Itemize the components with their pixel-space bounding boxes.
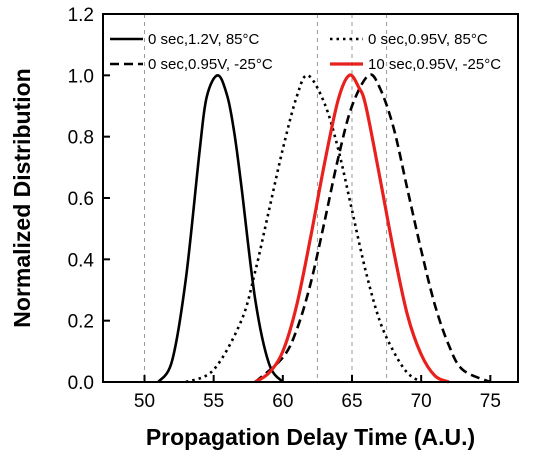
series-line-3 <box>254 73 450 384</box>
legend: 0 sec,1.2V, 85°C 0 sec,0.95V, 85°C 0 sec,0… <box>110 31 501 73</box>
plot-frame <box>102 13 519 383</box>
x-tick-label-3: 65 <box>341 391 362 412</box>
x-tick-label-4: 70 <box>411 391 432 412</box>
y-tick-label-6: 1.2 <box>68 5 94 26</box>
legend-label-2: 0 sec,0.95V, -25°C <box>148 56 273 73</box>
y-tick-label-1: 0.2 <box>68 312 94 333</box>
y-tick-label-5: 1.0 <box>68 66 94 87</box>
legend-label-1: 0 sec,0.95V, 85°C <box>368 31 488 48</box>
x-tick-label-0: 50 <box>134 391 155 412</box>
y-tick-label-2: 0.4 <box>68 250 95 271</box>
series-layer <box>157 73 491 384</box>
series-line-1 <box>185 74 422 384</box>
y-tick-label-3: 0.6 <box>68 189 94 210</box>
legend-label-0: 0 sec,1.2V, 85°C <box>148 31 260 48</box>
y-tick-label-0: 0.0 <box>68 373 94 394</box>
y-tick-label-4: 0.8 <box>68 128 94 149</box>
series-line-2 <box>254 73 491 384</box>
y-axis-label: Normalized Distribution <box>9 68 35 327</box>
x-tick-label-2: 60 <box>272 391 293 412</box>
x-tick-label-5: 75 <box>480 391 501 412</box>
series-line-0 <box>157 74 284 383</box>
legend-label-3: 10 sec,0.95V, -25°C <box>368 56 501 73</box>
x-axis-label: Propagation Delay Time (A.U.) <box>146 424 475 450</box>
x-tick-label-1: 55 <box>203 391 224 412</box>
tick-labels: 50 55 60 65 70 75 0.0 0.2 0.4 0.6 0.8 1.0 1.2 <box>68 5 501 412</box>
